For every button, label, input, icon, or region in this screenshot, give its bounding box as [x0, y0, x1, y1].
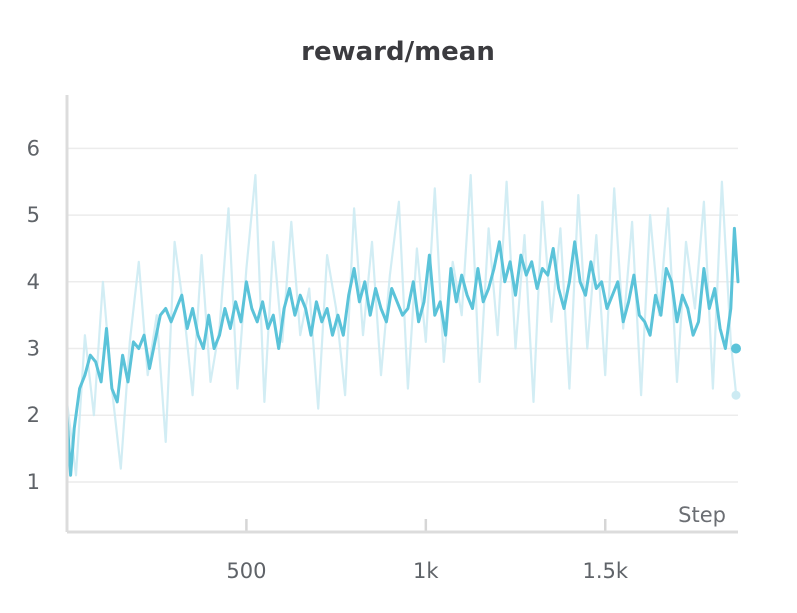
plot-area[interactable]	[65, 174, 740, 477]
end-markers	[731, 343, 741, 400]
series-layer	[65, 174, 740, 477]
y-tick-label: 6	[27, 136, 40, 160]
y-tick-label: 3	[27, 337, 40, 361]
smoothed-end-marker	[731, 343, 741, 354]
y-tick-label: 2	[27, 403, 40, 427]
x-tick-label: 500	[226, 559, 266, 583]
gridlines	[67, 147, 738, 483]
x-axis-ticks: 500 1k 1.5k	[226, 519, 629, 583]
x-tick-label: 1.5k	[582, 559, 628, 583]
raw-end-marker	[731, 390, 741, 400]
y-axis-ticks: 1 2 3 4 5 6	[27, 136, 40, 494]
raw-series-line	[65, 174, 738, 477]
y-tick-label: 1	[27, 470, 40, 494]
y-tick-label: 4	[27, 270, 40, 294]
smoothed-series-line	[65, 226, 740, 477]
x-tick-label: 1k	[413, 559, 439, 583]
chart-title: reward/mean	[301, 37, 495, 67]
y-tick-label: 5	[27, 203, 40, 227]
x-axis-label: Step	[678, 503, 726, 527]
